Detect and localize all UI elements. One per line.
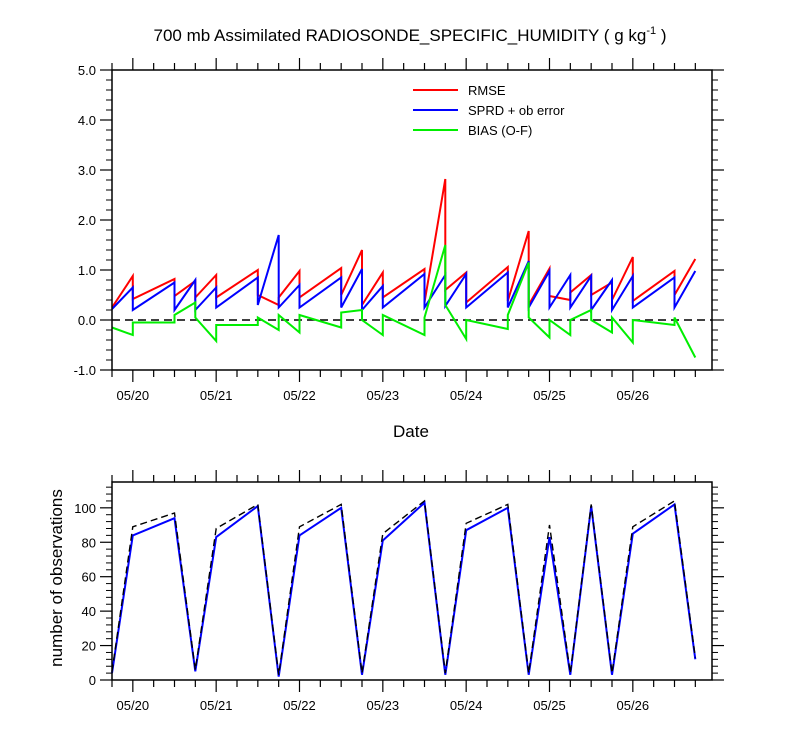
top-plot-panel: -1.0 0.0 1.0 2.0 3.0 4.0 5.0 05/20 05/21 05/22 05/…: [74, 58, 724, 403]
x-tick-label: 05/21: [200, 698, 233, 713]
y-tick-label: -1.0: [74, 363, 96, 378]
x-tick-label: 05/26: [617, 698, 650, 713]
x-tick-label: 05/22: [283, 698, 316, 713]
series-line-assimilated-observations: [111, 500, 697, 677]
legend-label: RMSE: [468, 83, 506, 98]
y-tick-label: 80: [82, 535, 96, 550]
y-tick-label: 100: [74, 501, 96, 516]
x-tick-label: 05/22: [283, 388, 316, 403]
legend-label: SPRD + ob error: [468, 103, 565, 118]
x-tick-label: 05/20: [117, 388, 150, 403]
x-tick-label: 05/24: [450, 388, 483, 403]
y-axis-label-observations: number of observations: [47, 489, 66, 667]
y-tick-label: 5.0: [78, 63, 96, 78]
x-tick-label: 05/24: [450, 698, 483, 713]
x-tick-label: 05/23: [367, 698, 400, 713]
x-tick-label: 05/20: [117, 698, 150, 713]
legend-label: BIAS (O-F): [468, 123, 532, 138]
series-line-possible-observations: [111, 499, 696, 675]
bottom-plot-panel: 0 20 40 60 80 100 05/20 05/21 05/22 05/23 05/24 05/…: [74, 470, 724, 713]
y-tick-label: 1.0: [78, 263, 96, 278]
plot-frame: [111, 69, 713, 371]
x-tick-label: 05/25: [533, 698, 566, 713]
y-tick-label: 40: [82, 604, 96, 619]
y-tick-label: 4.0: [78, 113, 96, 128]
y-tick-label: 3.0: [78, 163, 96, 178]
series-line-rmse: [111, 178, 697, 309]
y-tick-label: 60: [82, 570, 96, 585]
y-tick-label: 2.0: [78, 213, 96, 228]
x-tick-label: 05/26: [617, 388, 650, 403]
x-tick-label: 05/21: [200, 388, 233, 403]
y-tick-label: 0: [89, 673, 96, 688]
x-axis-label: Date: [393, 422, 429, 441]
series-line-bias-o-f: [111, 244, 697, 358]
y-tick-label: 20: [82, 639, 96, 654]
plot-frame: [111, 481, 713, 681]
x-tick-label: 05/23: [367, 388, 400, 403]
x-tick-label: 05/25: [533, 388, 566, 403]
series-line-sprd-ob-error: [111, 234, 697, 314]
y-tick-label: 0.0: [78, 313, 96, 328]
title-exponent: -1: [646, 25, 656, 37]
chart-title: 700 mb Assimilated RADIOSONDE_SPECIFIC_H…: [154, 25, 667, 45]
